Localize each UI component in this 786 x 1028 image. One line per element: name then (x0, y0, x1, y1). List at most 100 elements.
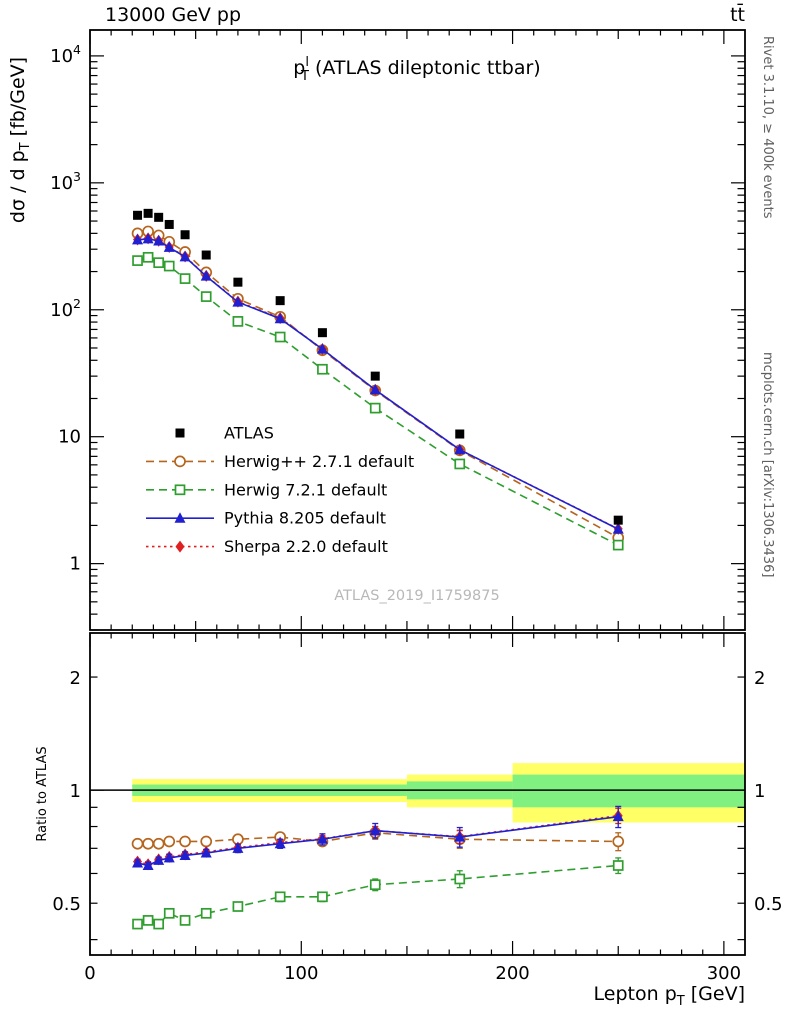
data-point (163, 851, 175, 863)
data-point (612, 523, 624, 534)
data-point (369, 383, 381, 395)
panel-title-rest: (ATLAS dileptonic ttbar) (309, 57, 541, 79)
data-point (153, 854, 165, 865)
data-point (142, 232, 154, 244)
data-point (179, 915, 191, 926)
legend-marker (175, 540, 185, 553)
beam-energy-label: 13000 GeV pp (105, 4, 241, 26)
series-pythia (132, 232, 624, 534)
legend-label: Pythia 8.205 default (224, 509, 386, 528)
data-point (232, 901, 244, 912)
data-point (232, 316, 244, 327)
data-point (153, 918, 165, 930)
data-point (369, 879, 381, 891)
data-point (133, 210, 143, 220)
data-point (317, 363, 328, 375)
data-point (200, 835, 213, 848)
data-point (369, 824, 381, 836)
ratio-series-pythia (132, 805, 624, 871)
x-tick-label: 100 (284, 963, 318, 984)
legend-label: ATLAS (224, 424, 274, 443)
data-point (612, 810, 624, 822)
legend-marker (174, 512, 186, 523)
main-panel-frame (89, 29, 746, 631)
data-point (142, 251, 154, 263)
data-point (274, 312, 286, 324)
legend-label: Herwig 7.2.1 default (224, 480, 387, 499)
x-axis-title: Lepton pT [GeV] (594, 983, 745, 1009)
data-point (200, 907, 212, 919)
data-point (143, 208, 153, 218)
data-point (454, 831, 466, 842)
ratio-series-layer (90, 789, 745, 930)
legend: ATLAS Herwig++ 2.7.1 default Herwig 7.2.1 … (146, 424, 414, 556)
data-point (163, 835, 176, 848)
series-herwig7 (132, 251, 624, 551)
ratio-tick-label-right: 1 (754, 781, 765, 802)
ratio-tick-label-left: 1 (70, 781, 81, 802)
y-tick-exponent: 3 (73, 169, 81, 184)
legend-label: Sherpa 2.2.0 default (224, 537, 388, 556)
data-point (153, 235, 165, 246)
y-tick-exponent: 2 (73, 296, 81, 311)
data-point (454, 458, 466, 470)
panel-title: pl T (ATLAS dileptonic ttbar) (293, 55, 540, 84)
uncertainty-bands-layer (132, 763, 745, 823)
data-point (200, 270, 212, 281)
data-point (164, 219, 174, 229)
data-point (163, 241, 175, 252)
ratio-tick-label-right: 2 (754, 668, 765, 689)
data-point (274, 331, 286, 343)
data-point (179, 849, 191, 860)
data-point (201, 250, 211, 260)
data-point (317, 328, 327, 338)
data-point (274, 891, 286, 903)
data-point (154, 212, 164, 222)
watermark: ATLAS_2019_I1759875 (334, 588, 499, 604)
data-point (153, 257, 165, 269)
data-point (369, 402, 381, 414)
data-point (131, 837, 144, 850)
x-axis-title-post: [GeV] (685, 983, 745, 1005)
data-point (613, 515, 623, 525)
x-tick-label: 300 (707, 963, 741, 984)
y-tick-exponent: 4 (73, 42, 81, 57)
data-point (163, 260, 175, 272)
ratio-panel-frame (89, 632, 746, 956)
data-point (612, 860, 624, 871)
series-atlas (133, 208, 623, 525)
y-tick-label: 103 (50, 169, 81, 194)
data-point (163, 907, 175, 919)
data-point (179, 273, 191, 284)
data-point (317, 891, 328, 903)
data-point (612, 539, 624, 551)
legend-marker (174, 455, 186, 468)
data-point (454, 443, 466, 455)
data-point (316, 343, 328, 354)
y-tick-mantissa: 10 (50, 173, 73, 194)
y-tick-mantissa: 1 (70, 554, 81, 575)
x-axis-title-subscript: T (676, 994, 685, 1009)
panel-title-superscript: l (305, 55, 309, 70)
y-axis-title-post: [fb/GeV] (7, 57, 29, 142)
y-axis-title-pre: dσ / d p (7, 150, 29, 223)
data-point (142, 915, 154, 926)
panel-title-base: p (293, 57, 305, 79)
y-tick-mantissa: 10 (50, 300, 73, 321)
ratio-series-herwig7 (132, 857, 624, 930)
data-point (455, 429, 465, 439)
data-point (132, 255, 143, 266)
ratio-series-herwigpp (131, 825, 625, 852)
data-point (179, 835, 191, 848)
main-series-layer (131, 208, 625, 551)
green-uncertainty-band (512, 774, 745, 808)
data-point (316, 833, 328, 844)
data-point (142, 837, 154, 850)
rivet-version-note: Rivet 3.1.10, ≥ 400k events (760, 36, 775, 219)
y-tick-label: 10 (58, 427, 81, 448)
y-axis-title-main: dσ / d pT [fb/GeV] (7, 57, 33, 223)
data-point (152, 837, 165, 850)
